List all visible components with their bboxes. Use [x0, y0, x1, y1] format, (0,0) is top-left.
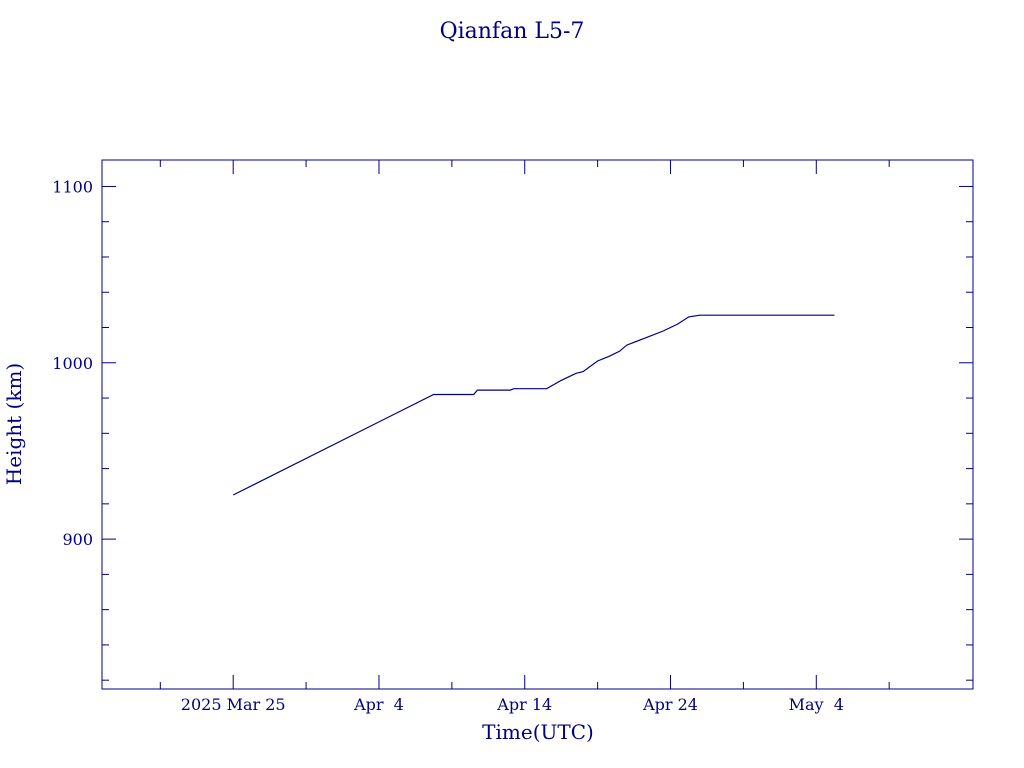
x-axis-label: Time(UTC)	[482, 720, 594, 744]
x-tick-label: Apr 4	[353, 695, 404, 714]
y-tick-label: 900	[62, 530, 93, 549]
series-layer	[232, 314, 835, 496]
axis-ticks	[102, 160, 973, 689]
chart-title: Qianfan L5-7	[440, 19, 585, 44]
x-tick-label: Apr 14	[496, 695, 552, 714]
y-tick-label: 1000	[52, 354, 93, 373]
x-tick-label: May 4	[789, 695, 844, 714]
x-tick-label: Apr 24	[642, 695, 698, 714]
y-axis-label: Height (km)	[2, 363, 26, 485]
y-tick-label: 1100	[52, 177, 93, 196]
x-tick-label: 2025 Mar 25	[181, 695, 286, 714]
plot-frame	[101, 159, 974, 690]
axis-tick-labels: 2025 Mar 25 Apr 4 Apr 14 Apr 24 May 4 900 1000…	[52, 177, 844, 714]
height-series-line	[232, 314, 835, 496]
